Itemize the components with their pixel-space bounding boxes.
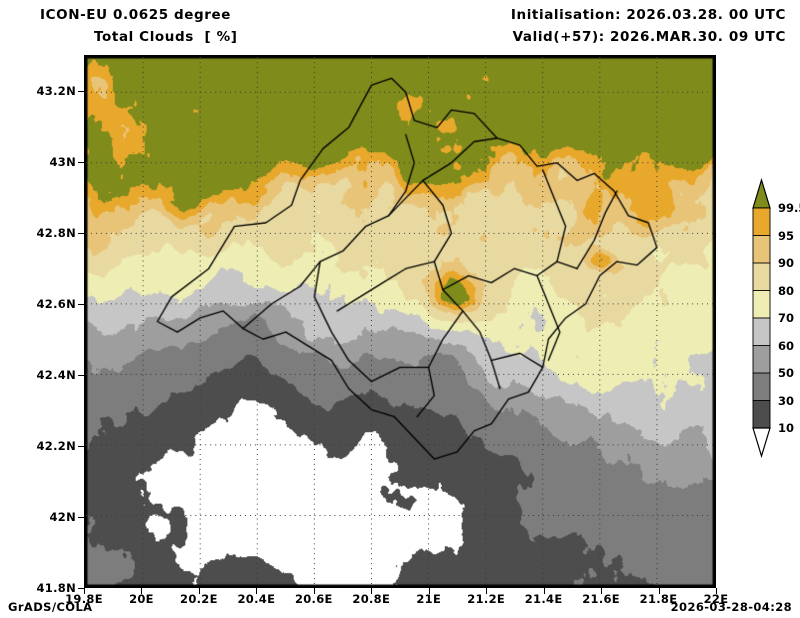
y-axis-tick-label: 42.2N [36, 438, 76, 453]
colorbar-tick-label: 60 [778, 338, 795, 353]
y-axis-tick [78, 588, 84, 589]
x-axis-tick [601, 588, 603, 594]
map-plot-area [84, 55, 716, 588]
x-axis-tick-label: 20E [129, 592, 154, 606]
x-axis-tick-label: 22E [703, 592, 729, 606]
colorbar-tick-label: 10 [778, 421, 795, 435]
y-axis-tick [78, 374, 84, 376]
colorbar-tick-label: 99.5 [778, 201, 800, 215]
colorbar-tick-label: 50 [778, 366, 795, 380]
colorbar-tick-label: 90 [778, 256, 795, 270]
x-axis-tick [198, 588, 200, 594]
x-axis-tick [141, 588, 143, 594]
colorbar-swatches [752, 177, 771, 459]
x-axis-tick-label: 20.8E [352, 592, 391, 606]
x-axis-tick [543, 588, 545, 594]
y-axis-tick-label: 42N [49, 509, 76, 524]
y-axis-tick [78, 516, 84, 518]
x-axis-tick [428, 588, 430, 594]
y-axis-tick [78, 303, 84, 305]
render-timestamp: 2026-03-28-04:28 [670, 600, 792, 614]
initialisation-label: Initialisation: 2026.03.28. 00 UTC [510, 7, 786, 23]
colorbar-tick-label: 70 [778, 311, 795, 325]
x-axis-tick [716, 588, 717, 594]
colorbar-tick-label: 80 [778, 283, 795, 298]
x-axis-tick [256, 588, 258, 594]
y-axis-tick [78, 161, 84, 163]
x-axis-tick [84, 588, 85, 594]
y-axis-tick-label: 42.8N [36, 225, 76, 240]
y-axis-tick-label: 42.4N [36, 367, 76, 382]
x-axis-tick-label: 20.2E [180, 592, 218, 606]
y-axis-tick [78, 232, 84, 234]
valid-time-label: Valid(+57): 2026.MAR.30. 09 UTC [512, 29, 786, 45]
y-axis-tick-label: 41.8N [36, 581, 76, 595]
x-axis-tick [371, 588, 373, 594]
x-axis-tick-label: 19.8E [65, 592, 103, 606]
field-title: Total Clouds [ %] [94, 29, 238, 45]
y-axis-tick [78, 445, 84, 447]
x-axis-tick-label: 20.6E [294, 592, 333, 606]
colorbar-tick-label: 30 [778, 393, 795, 408]
x-axis-tick-label: 21.8E [639, 592, 678, 606]
x-axis-tick [486, 588, 488, 594]
y-axis-tick [78, 90, 84, 92]
x-axis-tick-label: 21.4E [524, 592, 563, 606]
x-axis-tick [658, 588, 660, 594]
y-axis-tick-label: 42.6N [36, 296, 76, 311]
y-axis-tick-label: 43.2N [36, 83, 76, 98]
x-axis-tick-label: 20.4E [237, 592, 276, 606]
colorbar-tick-label: 95 [778, 228, 795, 243]
y-axis-tick-label: 43N [49, 154, 76, 169]
model-title: ICON-EU 0.0625 degree [40, 7, 232, 23]
grads-credit: GrADS/COLA [8, 600, 93, 614]
x-axis-tick-label: 21E [416, 592, 442, 606]
colorbar [745, 172, 797, 464]
x-axis-tick [313, 588, 315, 594]
x-axis-tick-label: 21.2E [467, 592, 506, 606]
x-axis-tick-label: 21.6E [582, 592, 620, 606]
cloud-cover-raster [86, 57, 714, 586]
